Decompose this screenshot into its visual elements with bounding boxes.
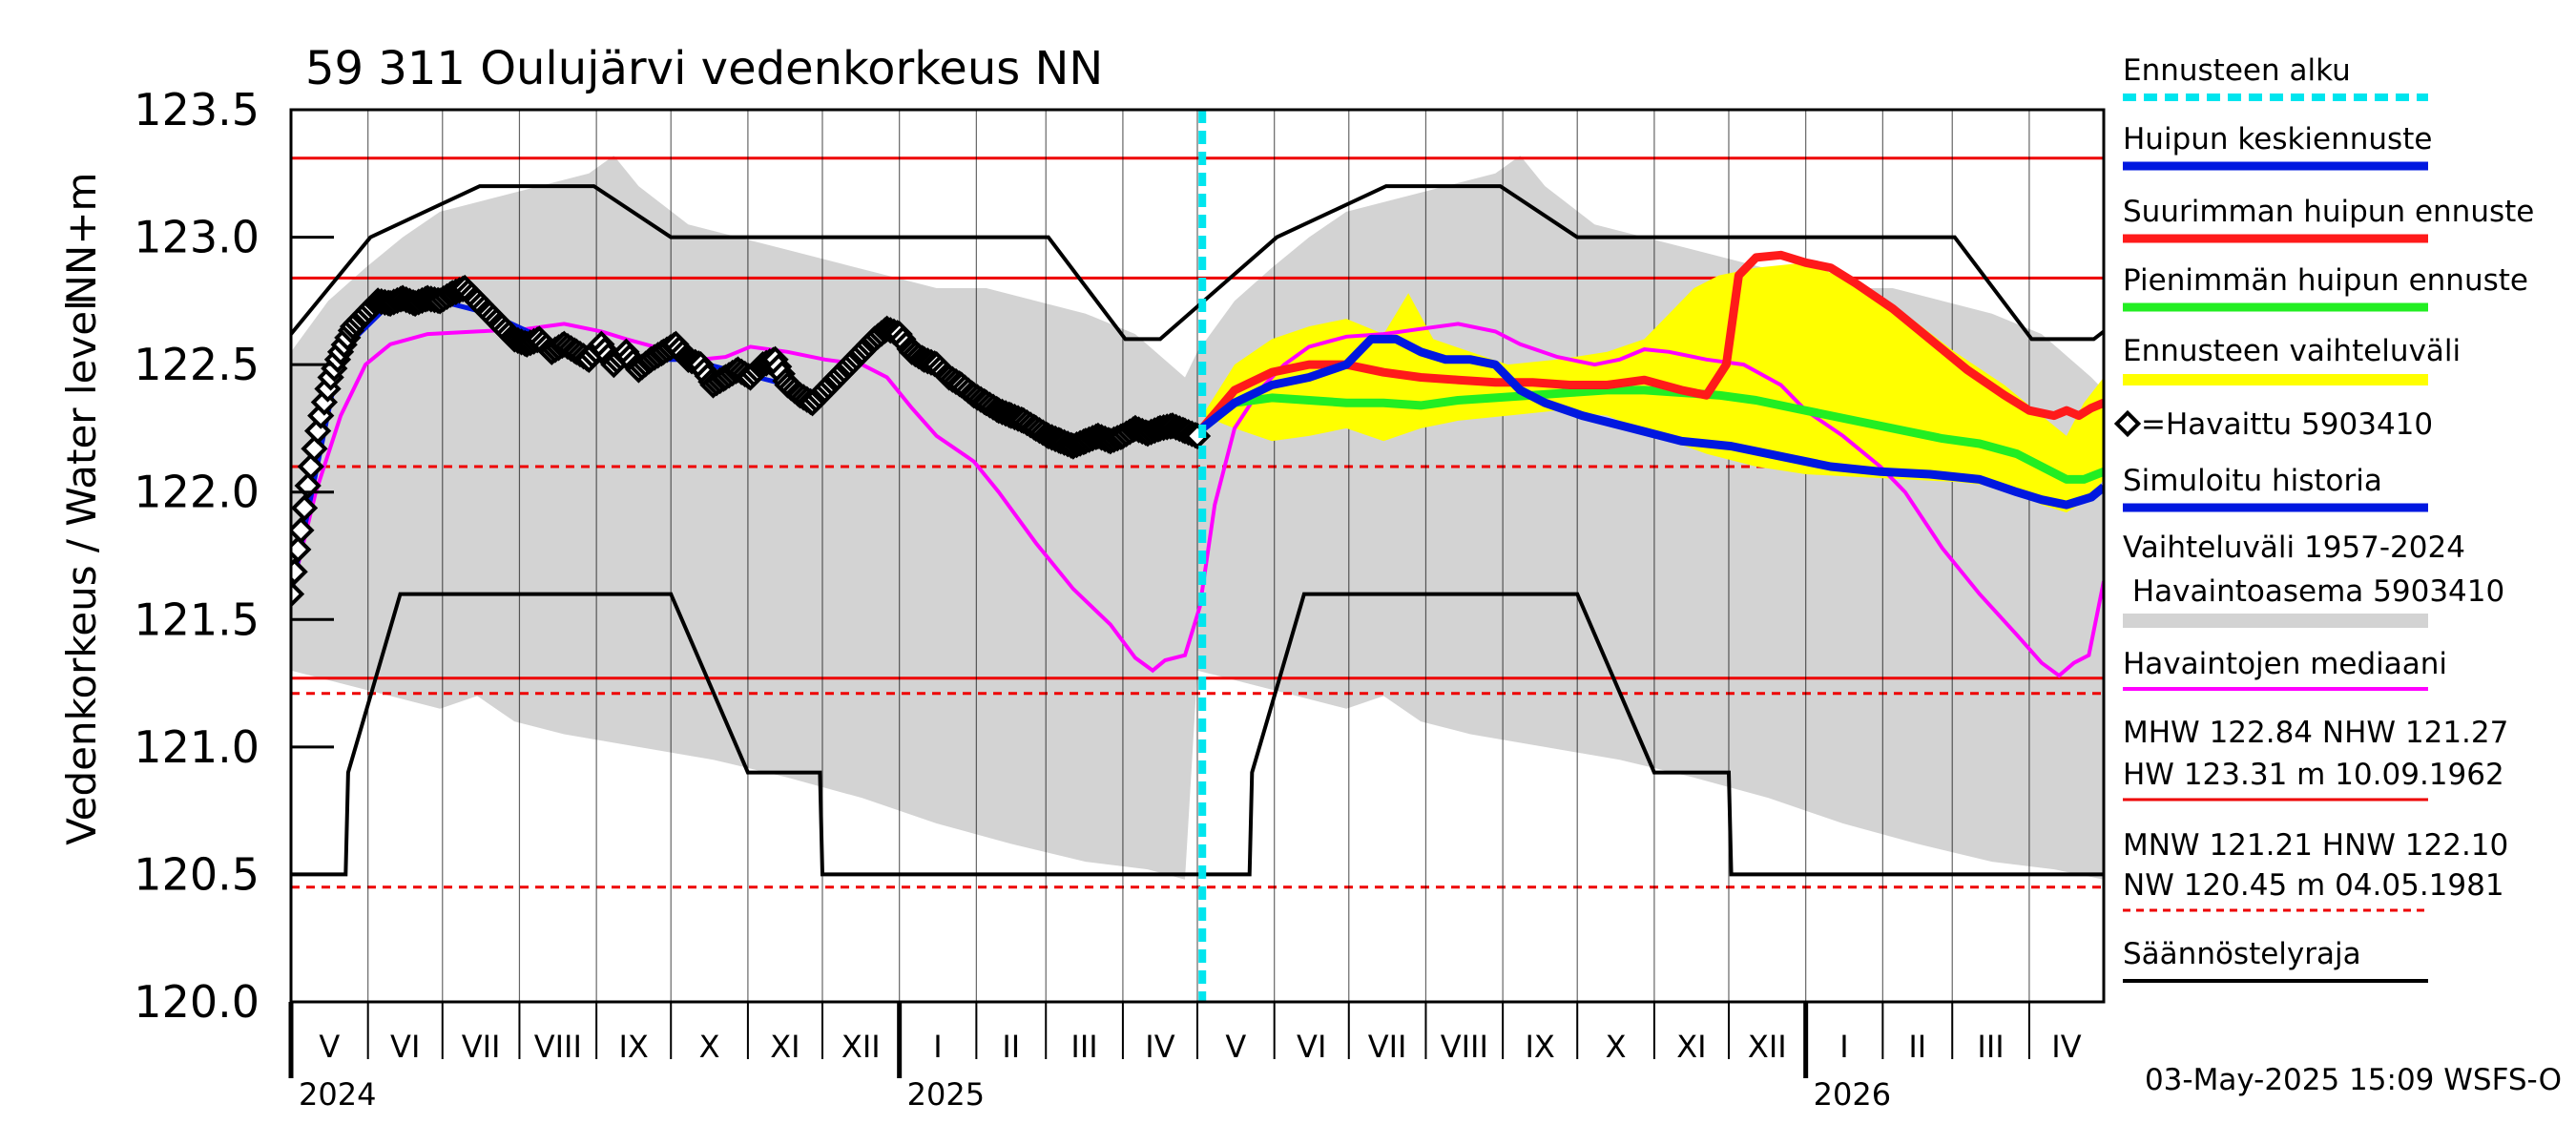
- x-month-label: V: [319, 1029, 340, 1065]
- x-month-label: III: [1977, 1029, 2004, 1065]
- y-tick-label: 122.5: [134, 339, 260, 390]
- x-year-label: 2025: [907, 1076, 985, 1113]
- regulation-lower-line: [291, 592, 2104, 877]
- legend-max-label: Suurimman huipun ennuste: [2123, 195, 2534, 229]
- observed-point: [291, 558, 308, 586]
- observed-point: [291, 580, 305, 608]
- legend-forecast-range-label: Ennusteen vaihteluväli: [2123, 334, 2461, 368]
- regulation-upper-line: [291, 184, 2104, 342]
- legend-observed-marker-icon: [2113, 409, 2142, 438]
- footer-timestamp: 03-May-2025 15:09 WSFS-O: [2145, 1063, 2562, 1097]
- legend: Ennusteen alku Huipun keskiennuste Suuri…: [2113, 53, 2534, 983]
- x-month-label: IV: [2051, 1029, 2081, 1065]
- x-month-label: IX: [1525, 1029, 1554, 1065]
- x-month-label: VIII: [534, 1029, 582, 1065]
- x-month-label: I: [1839, 1029, 1848, 1065]
- legend-regulation-label: Säännöstelyraja: [2123, 937, 2361, 971]
- legend-range-label-2: Havaintoasema 5903410: [2123, 574, 2504, 609]
- x-month-label: IV: [1145, 1029, 1174, 1065]
- x-month-label: V: [1225, 1029, 1246, 1065]
- x-year-label: 2024: [299, 1076, 376, 1113]
- observed-point: [301, 435, 328, 463]
- legend-simulated-label: Simuloitu historia: [2123, 464, 2382, 498]
- y-tick-label: 120.5: [134, 848, 260, 900]
- y-tick-label: 121.0: [134, 721, 260, 773]
- x-month-label: X: [699, 1029, 720, 1065]
- y-tick-label: 123.5: [134, 84, 260, 135]
- x-month-label: II: [1908, 1029, 1926, 1065]
- x-month-label: VI: [1297, 1029, 1326, 1065]
- y-axis-unit: NN+m: [58, 173, 105, 305]
- x-month-label: IX: [618, 1029, 648, 1065]
- chart-title: 59 311 Oulujärvi vedenkorkeus NN: [305, 42, 1103, 95]
- legend-observed-label: =Havaittu 5903410: [2141, 407, 2433, 442]
- observed-point: [297, 452, 324, 481]
- x-axis: V VI VII VIII IX X XI XII I II III IV V VI VII VIII IX X X…: [288, 1002, 2082, 1113]
- max-peak-forecast-line: [1198, 250, 2104, 431]
- x-month-label: XII: [1748, 1029, 1787, 1065]
- x-month-label: VII: [462, 1029, 501, 1065]
- plot-area: [289, 108, 2106, 1004]
- mean-forecast-line: [1199, 334, 2104, 510]
- x-month-label: XI: [770, 1029, 800, 1065]
- median-line: [291, 322, 2104, 678]
- observed-point: [291, 535, 312, 563]
- observed-point: [291, 516, 315, 544]
- observed-point: [291, 494, 319, 522]
- legend-stats-low-2: NW 120.45 m 04.05.1981: [2123, 868, 2504, 903]
- legend-median-label: Havaintojen mediaani: [2123, 647, 2447, 681]
- x-month-label: XII: [841, 1029, 881, 1065]
- x-month-label: III: [1070, 1029, 1097, 1065]
- legend-stats-high-2: HW 123.31 m 10.09.1962: [2123, 758, 2504, 792]
- y-tick-label: 120.0: [134, 976, 260, 1028]
- legend-forecast-start-label: Ennusteen alku: [2123, 53, 2351, 88]
- plot-series-group: [291, 110, 2104, 1002]
- x-month-label: VII: [1368, 1029, 1407, 1065]
- y-tick-label: 121.5: [134, 593, 260, 645]
- observed-series: [291, 274, 1212, 608]
- y-axis-ticks: 120.0 120.5 121.0 121.5 122.0 122.5 123.0 123.5: [134, 84, 334, 1028]
- y-tick-label: 122.0: [134, 467, 260, 518]
- legend-stats-high-1: MHW 122.84 NHW 121.27: [2123, 716, 2508, 750]
- x-month-label: VIII: [1441, 1029, 1488, 1065]
- legend-stats-low-1: MNW 121.21 HNW 122.10: [2123, 828, 2508, 863]
- legend-range-swatch: [2123, 614, 2428, 628]
- legend-mean-label: Huipun keskiennuste: [2123, 122, 2432, 156]
- legend-min-label: Pienimmän huipun ennuste: [2123, 263, 2528, 298]
- y-tick-label: 123.0: [134, 212, 260, 263]
- legend-range-label-1: Vaihteluväli 1957-2024: [2123, 531, 2465, 565]
- x-month-label: X: [1606, 1029, 1627, 1065]
- x-month-label: II: [1002, 1029, 1020, 1065]
- y-axis-label: Vedenkorkeus / Water level: [58, 300, 105, 845]
- x-month-label: VI: [390, 1029, 420, 1065]
- x-year-label: 2026: [1814, 1076, 1891, 1113]
- x-month-label: XI: [1676, 1029, 1706, 1065]
- x-month-label: I: [933, 1029, 942, 1065]
